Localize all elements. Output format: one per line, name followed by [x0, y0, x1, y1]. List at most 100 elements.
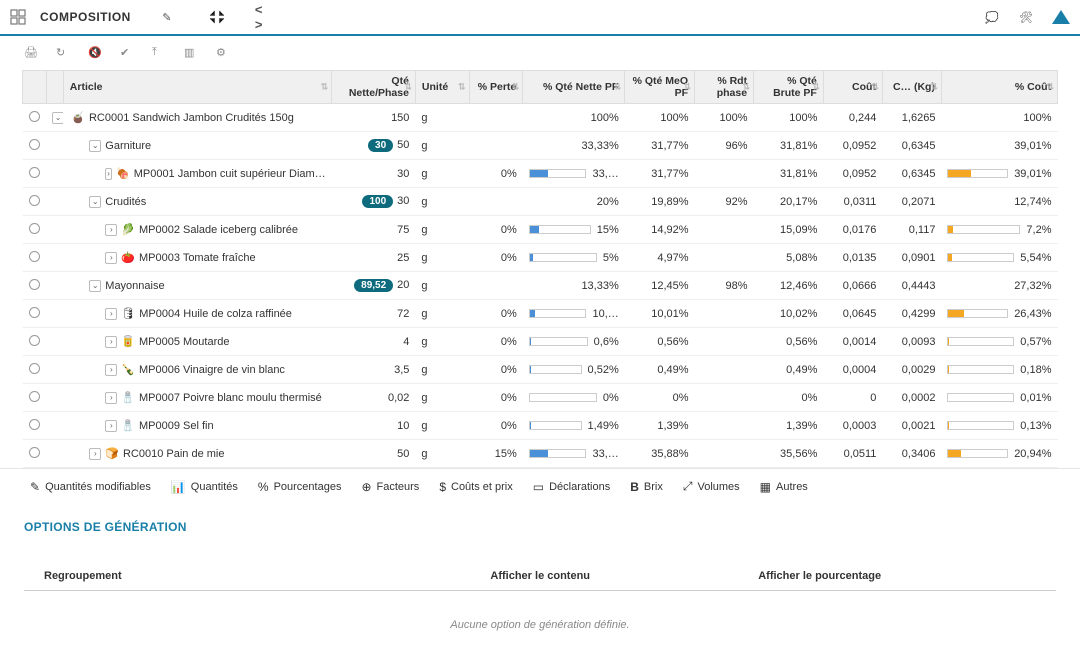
expand-icon[interactable]: ›: [89, 448, 101, 460]
collapse-icon[interactable]: ⌄: [89, 196, 101, 208]
expand-icon[interactable]: ›: [105, 168, 112, 180]
table-row[interactable]: ›🧂MP0007 Poivre blanc moulu thermisé0,02…: [23, 384, 1058, 412]
table-row[interactable]: ⌄Garniture3050g33,33%31,77%96%31,81%0,09…: [23, 132, 1058, 160]
row-radio[interactable]: [29, 279, 40, 290]
code-icon[interactable]: < >: [255, 9, 271, 25]
row-radio[interactable]: [29, 139, 40, 150]
net-bar: [529, 449, 587, 458]
col-perte[interactable]: % Perte⇅: [469, 71, 523, 104]
article-label: MP0001 Jambon cuit supérieur Diam…: [134, 168, 326, 180]
mute-icon[interactable]: 🔇: [88, 46, 104, 62]
perte-value: 0%: [469, 160, 523, 188]
table-row[interactable]: ›🧂MP0009 Sel fin10g0%1,49%1,39%1,39%0,00…: [23, 412, 1058, 440]
columns-icon[interactable]: ▥: [184, 46, 200, 62]
table-row[interactable]: ›🥫MP0005 Moutarde4g0%0,6%0,56%0,56%0,001…: [23, 328, 1058, 356]
net-bar: [529, 309, 587, 318]
brute-value: 35,56%: [754, 440, 824, 468]
expand-icon[interactable]: ›: [105, 364, 117, 376]
collapse-up-icon[interactable]: [1052, 10, 1070, 24]
table-row[interactable]: ⌄Mayonnaise89,5220g13,33%12,45%98%12,46%…: [23, 272, 1058, 300]
expand-icon[interactable]: ›: [105, 252, 117, 264]
row-radio[interactable]: [29, 111, 40, 122]
col-cout[interactable]: Coût⇅: [823, 71, 882, 104]
table-row[interactable]: ⌄Crudités10030g20%19,89%92%20,17%0,03110…: [23, 188, 1058, 216]
footer-tab[interactable]: 📊Quantités: [171, 480, 238, 494]
ckg-value: 0,117: [882, 216, 941, 244]
netpf-value: 100%: [523, 104, 625, 132]
col-qte[interactable]: Qté Nette/Phase⇅: [332, 71, 416, 104]
col-meo[interactable]: % Qté MeO PF⇅: [625, 71, 695, 104]
table-row[interactable]: ›🍖MP0001 Jambon cuit supérieur Diam…30g0…: [23, 160, 1058, 188]
table-row[interactable]: ›🍅MP0003 Tomate fraîche25g0%5%4,97%5,08%…: [23, 244, 1058, 272]
unite-value: g: [415, 132, 469, 160]
netpf-value: 33,…: [592, 168, 618, 180]
col-ckg[interactable]: C… (Kg)⇅: [882, 71, 941, 104]
col-rdt[interactable]: % Rdt phase⇅: [695, 71, 754, 104]
footer-tab[interactable]: ✎ Quantités modifiables: [30, 480, 151, 494]
footer-tab[interactable]: BBrix: [630, 480, 663, 494]
footer-tab[interactable]: %Pourcentages: [258, 480, 342, 494]
grid-icon[interactable]: [10, 9, 26, 25]
article-label: MP0002 Salade iceberg calibrée: [139, 224, 298, 236]
table-row[interactable]: ›🍾MP0006 Vinaigre de vin blanc3,5g0%0,52…: [23, 356, 1058, 384]
tab-icon: B: [630, 480, 639, 494]
bubble-icon[interactable]: 💭: [984, 9, 1000, 25]
footer-tab[interactable]: ⊕Facteurs: [361, 480, 419, 494]
netpf-value: 5%: [603, 252, 619, 264]
expand-icon[interactable]: ›: [105, 420, 117, 432]
pcout-value: 12,74%: [941, 188, 1057, 216]
gear-icon[interactable]: ⚙: [216, 46, 232, 62]
row-radio[interactable]: [29, 419, 40, 430]
check-icon[interactable]: ✔: [120, 46, 136, 62]
row-radio[interactable]: [29, 391, 40, 402]
footer-tab[interactable]: ⤢Volumes: [683, 479, 740, 494]
row-radio[interactable]: [29, 223, 40, 234]
row-radio[interactable]: [29, 251, 40, 262]
unite-value: g: [415, 104, 469, 132]
netpf-value: 13,33%: [523, 272, 625, 300]
up-arrow-icon[interactable]: ⤒: [152, 46, 168, 62]
col-article[interactable]: Article⇅: [63, 71, 331, 104]
row-radio[interactable]: [29, 335, 40, 346]
tool-icon[interactable]: 🛠: [1018, 9, 1034, 25]
print-icon[interactable]: 🖨: [24, 46, 40, 62]
table-row[interactable]: ›🍞RC0010 Pain de mie50g15%33,…35,88%35,5…: [23, 440, 1058, 468]
refresh-icon[interactable]: ↻: [56, 46, 72, 62]
row-radio[interactable]: [29, 167, 40, 178]
col-unite[interactable]: Unité⇅: [415, 71, 469, 104]
rdt-value: 96%: [695, 132, 754, 160]
expand-icon[interactable]: ›: [105, 392, 117, 404]
collapse-icon[interactable]: ⌄: [89, 280, 101, 292]
edit-icon[interactable]: ✎: [159, 9, 175, 25]
col-pcout[interactable]: % Coût⇅: [941, 71, 1057, 104]
table-row[interactable]: ›🥬MP0002 Salade iceberg calibrée75g0%15%…: [23, 216, 1058, 244]
rdt-value: [695, 300, 754, 328]
tab-icon: %: [258, 480, 269, 494]
qte-value: 50: [397, 139, 409, 151]
tab-icon: 📊: [171, 480, 186, 494]
net-bar: [529, 169, 587, 178]
pcout-value: 100%: [941, 104, 1057, 132]
footer-tab[interactable]: ▦Autres: [760, 480, 808, 494]
footer-tab[interactable]: ▭Déclarations: [533, 480, 610, 494]
row-radio[interactable]: [29, 307, 40, 318]
tab-label: Quantités modifiables: [45, 481, 151, 493]
tab-icon: ✎: [30, 480, 40, 494]
expand-icon[interactable]: ›: [105, 308, 117, 320]
ckg-value: 0,3406: [882, 440, 941, 468]
collapse-icon[interactable]: ⌄: [89, 140, 101, 152]
col-brute[interactable]: % Qté Brute PF⇅: [754, 71, 824, 104]
row-radio[interactable]: [29, 195, 40, 206]
collapse-icon[interactable]: [209, 9, 225, 25]
netpf-value: 33,33%: [523, 132, 625, 160]
row-radio[interactable]: [29, 363, 40, 374]
collapse-icon[interactable]: ⌄: [52, 112, 63, 124]
table-row[interactable]: ›🛢MP0004 Huile de colza raffinée72g0%10,…: [23, 300, 1058, 328]
brute-value: 31,81%: [754, 132, 824, 160]
footer-tab[interactable]: $Coûts et prix: [439, 480, 512, 494]
expand-icon[interactable]: ›: [105, 224, 117, 236]
expand-icon[interactable]: ›: [105, 336, 117, 348]
row-radio[interactable]: [29, 447, 40, 458]
table-row[interactable]: ⌄🧉RC0001 Sandwich Jambon Crudités 150g15…: [23, 104, 1058, 132]
col-netpf[interactable]: % Qté Nette PF⇅: [523, 71, 625, 104]
